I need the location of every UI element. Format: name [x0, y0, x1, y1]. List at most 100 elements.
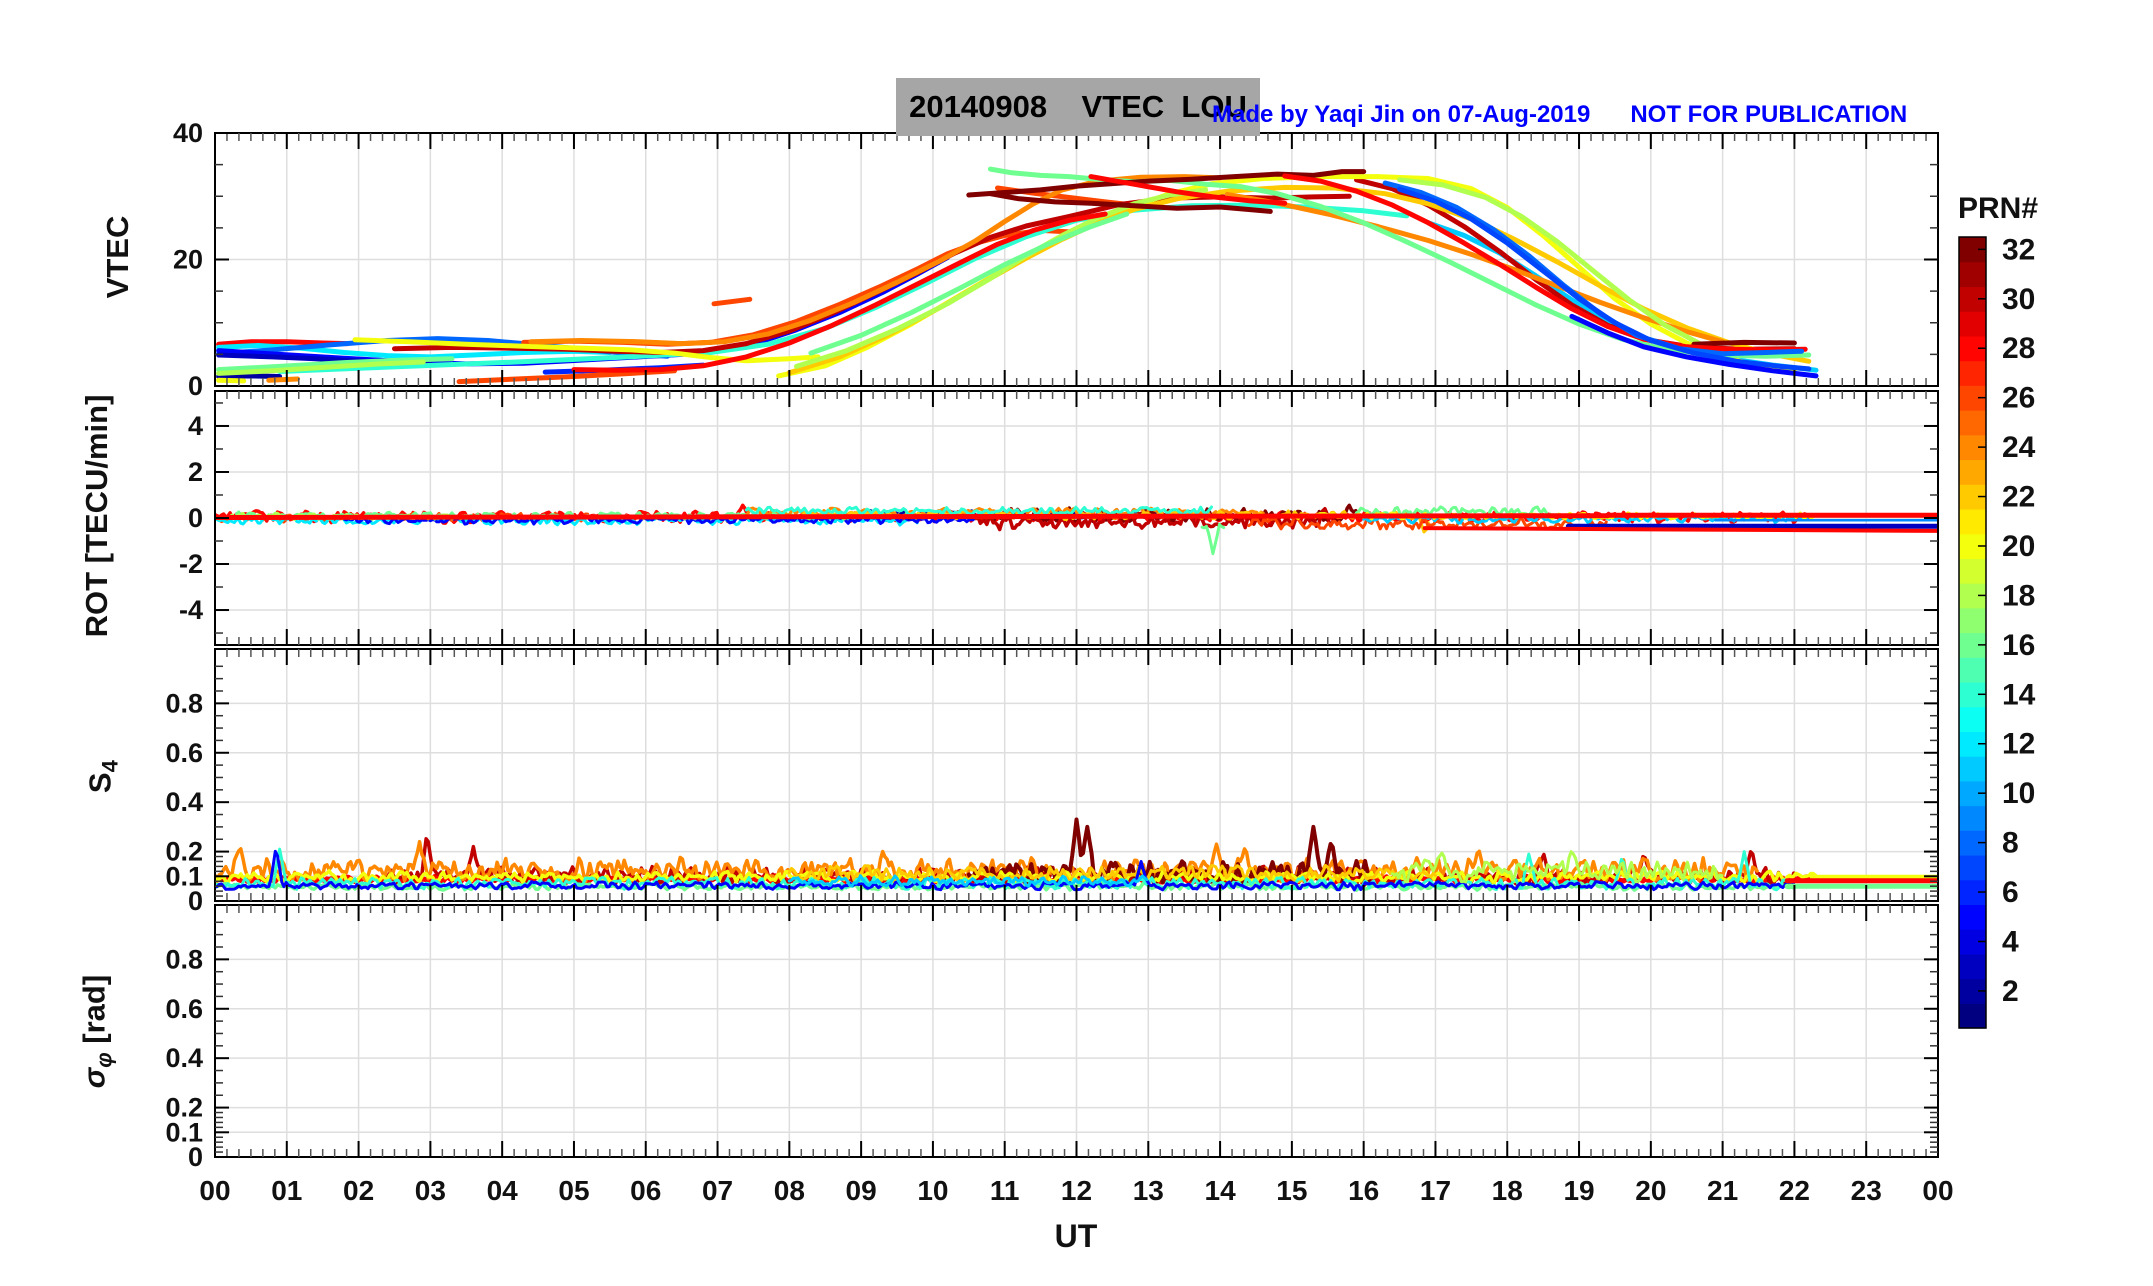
series-line-prn16 [216, 356, 455, 373]
colorbar-tick-label: 20 [2002, 530, 2035, 563]
colorbar-tick-label: 22 [2002, 481, 2035, 514]
x-tick-label: 15 [1276, 1175, 1307, 1206]
colorbar-border [1958, 236, 1987, 1029]
ylabel-phi-subscript: φ [91, 1052, 117, 1068]
colorbar-cell [1959, 756, 1986, 782]
x-tick-label: 06 [630, 1175, 661, 1206]
x-tick-label: 03 [415, 1175, 446, 1206]
y-tick-label: -4 [179, 595, 203, 625]
colorbar-tick-label: 30 [2002, 283, 2035, 316]
x-tick-label: 12 [1061, 1175, 1092, 1206]
series-line-prn18 [794, 187, 1209, 369]
series-line-prn24 [266, 376, 301, 383]
y-tick-label: 40 [173, 118, 203, 148]
series-group-vtec [216, 166, 1819, 385]
y-tick-label: 0.6 [165, 738, 203, 768]
y-tick-label: 20 [173, 245, 203, 275]
y-tick-label: 0 [188, 371, 203, 401]
y-tick-label: 0.1 [165, 1117, 203, 1147]
x-tick-label: 17 [1420, 1175, 1451, 1206]
x-tick-label: 02 [343, 1175, 374, 1206]
series-line-prn18 [216, 359, 426, 376]
y-tick-label: -2 [179, 549, 203, 579]
colorbar-cell [1959, 805, 1986, 831]
ylabel-s4-sub: 4 [97, 760, 123, 773]
ylabel-s4-main: S [82, 772, 118, 794]
x-tick-label: 22 [1779, 1175, 1810, 1206]
x-tick-label: 11 [990, 1175, 1020, 1206]
colorbar-cell [1959, 953, 1986, 980]
ylabel-sigma-phi: σφ [rad] [76, 882, 117, 1182]
series-line-prn20 [216, 377, 247, 384]
x-tick-label: 14 [1205, 1175, 1237, 1206]
series-line-prn2 [216, 373, 283, 379]
colorbar-cell [1959, 657, 1986, 683]
x-tick-label: 19 [1563, 1175, 1594, 1206]
x-tick-label: 07 [702, 1175, 733, 1206]
colorbar-tick-label: 18 [2002, 579, 2035, 612]
colorbar-tick-label: 14 [2002, 678, 2036, 711]
plot-title: 20140908 VTEC LOU [896, 78, 1260, 136]
series-line-prn28 [571, 211, 1108, 373]
y-tick-label: 0.2 [165, 837, 203, 867]
noise-series-prn18 [1390, 850, 1724, 884]
y-tick-label: 0.4 [165, 787, 203, 817]
series-group-rot [215, 503, 1938, 556]
y-tick-label: 0.4 [165, 1043, 203, 1073]
colorbar-tick-label: 10 [2002, 777, 2035, 810]
colorbar-tick-label: 2 [2002, 975, 2019, 1008]
colorbar-tick-label: 4 [2002, 925, 2019, 958]
watermark-annotation: Made by Yaqi Jin on 07-Aug-2019 NOT FOR … [1212, 101, 1908, 128]
ylabel-rot: ROT [TECU/min] [79, 394, 114, 638]
flat-line-prn28 [1422, 526, 1938, 533]
y-tick-label: 4 [188, 411, 203, 441]
y-tick-label: 0.6 [165, 994, 203, 1024]
colorbar-tick-label: 6 [2002, 876, 2019, 909]
colorbar-cell [1959, 706, 1986, 732]
colorbar-cell [1959, 904, 1986, 930]
x-tick-label: 04 [487, 1175, 519, 1206]
series-group-s4 [215, 817, 1938, 892]
y-tick-label: 2 [188, 457, 203, 487]
x-tick-label: 13 [1133, 1175, 1164, 1206]
x-tick-label: 05 [558, 1175, 589, 1206]
series-line-prn5 [1569, 313, 1819, 379]
series-line-prn28 [1282, 173, 1808, 353]
colorbar-tick-label: 28 [2002, 332, 2035, 365]
colorbar-cell [1959, 558, 1986, 584]
x-tick-label: 00 [199, 1175, 230, 1206]
y-tick-label: 0.1 [165, 861, 203, 891]
series-line-prn7 [1397, 186, 1812, 372]
x-tick-label: 08 [774, 1175, 805, 1206]
colorbar-cell [1959, 508, 1986, 535]
x-tick-label: 09 [846, 1175, 877, 1206]
ylabel-vtec: VTEC [100, 215, 135, 299]
colorbar-cell [1959, 607, 1986, 634]
x-tick-label: 23 [1851, 1175, 1882, 1206]
y-tick-label: 0.2 [165, 1093, 203, 1123]
x-tick-label: 21 [1707, 1175, 1738, 1206]
noise-series-prn11 [787, 874, 1149, 888]
series-line-prn14 [277, 202, 1410, 374]
x-tick-label: 16 [1348, 1175, 1379, 1206]
xlabel-ut: UT [1054, 1218, 1098, 1254]
colorbar-cell [1959, 459, 1986, 485]
series-line-prn32 [987, 191, 1273, 214]
series-line-prn26 [711, 296, 753, 307]
colorbar-tick-label: 32 [2002, 233, 2035, 266]
colorbar-title: PRN# [1957, 192, 2039, 225]
noise-series-prn22 [787, 864, 1437, 885]
colorbar-tick-label: 24 [2002, 431, 2036, 464]
x-tick-label: 18 [1492, 1175, 1523, 1206]
y-tick-label: 0 [188, 886, 203, 916]
colorbar-tick-label: 8 [2002, 827, 2019, 860]
series-line-prn28 [1088, 174, 1288, 206]
colorbar-tick-label: 26 [2002, 382, 2035, 415]
series-line-prn32 [966, 169, 1367, 198]
flat-line-prn28 [215, 513, 1611, 520]
series-line-prn18 [1397, 177, 1733, 359]
noise-series-prn16 [1200, 522, 1226, 556]
